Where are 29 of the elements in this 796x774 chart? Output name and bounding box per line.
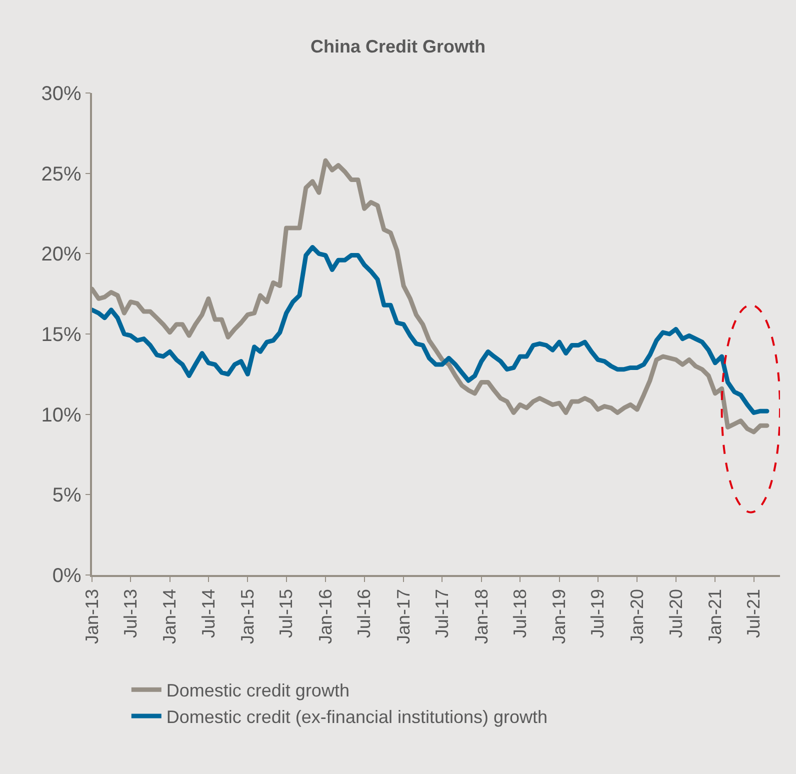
x-tick-label: Jan-19 [549, 588, 570, 644]
x-tick-label: Jul-17 [432, 588, 452, 638]
y-tick-label: 10% [41, 404, 82, 426]
y-tick-label: 5% [52, 484, 82, 507]
x-tick-label: Jan-14 [160, 588, 180, 644]
x-tick-label: Jan-16 [315, 588, 336, 644]
legend-label: Domestic credit (ex-financial institutions) growth [166, 707, 548, 728]
x-tick-label: Jan-13 [82, 588, 102, 644]
x-tick-label: Jul-16 [354, 588, 374, 638]
x-tick-label: Jan-21 [705, 588, 726, 644]
y-tick-label: 25% [41, 163, 82, 186]
x-tick-label: Jul-20 [666, 588, 686, 638]
y-tick-label: 15% [41, 324, 82, 346]
y-tick-label: 0% [52, 565, 82, 587]
x-tick-label: Jul-18 [510, 588, 530, 638]
x-tick-label: Jul-13 [120, 588, 140, 638]
x-tick-label: Jan-20 [626, 588, 647, 644]
y-tick-label: 20% [41, 244, 82, 266]
x-tick-label: Jul-15 [276, 588, 296, 638]
x-tick-label: Jan-17 [393, 588, 414, 644]
line-series [92, 244, 770, 415]
x-tick-label: Jan-18 [471, 588, 492, 644]
y-tick-label: 30% [41, 83, 82, 105]
x-tick-label: Jul-14 [198, 588, 218, 638]
chart-title: China Credit Growth [310, 36, 486, 57]
legend-label: Domestic credit growth [166, 680, 350, 701]
x-tick-label: Jul-19 [588, 588, 608, 638]
x-tick-label: Jan-15 [238, 588, 258, 644]
x-tick-label: Jul-21 [744, 588, 764, 638]
